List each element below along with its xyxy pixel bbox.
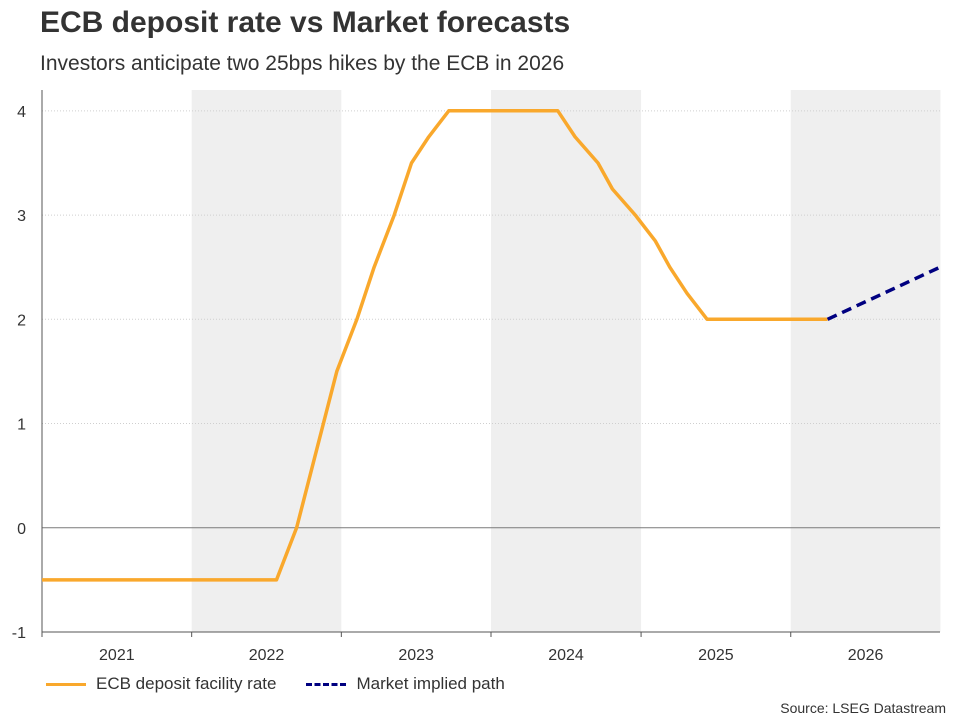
axes-group: -1 0 1 2 3 4 2021 2022 2023 2024 2025 2026: [12, 90, 940, 664]
x-tick-label: 2026: [848, 647, 884, 664]
y-tick-label: -1: [12, 625, 26, 642]
y-tick-label: 4: [17, 104, 26, 121]
y-tick-label: 0: [17, 521, 26, 538]
legend: ECB deposit facility rate Market implied…: [46, 672, 535, 696]
year-shading-group: [191, 90, 941, 632]
legend-label-market-path: Market implied path: [356, 674, 505, 693]
series-group: [42, 109, 941, 582]
y-tick-label: 3: [17, 208, 26, 225]
year-band-2026: [790, 90, 941, 632]
y-tick-label: 1: [17, 417, 26, 434]
legend-item-market-path: Market implied path: [306, 674, 505, 694]
x-tick-label: 2024: [548, 647, 584, 664]
y-tick-label: 2: [17, 312, 26, 329]
gridlines-group: [42, 110, 940, 529]
x-tick-label: 2022: [249, 647, 285, 664]
legend-label-deposit-rate: ECB deposit facility rate: [96, 674, 277, 693]
year-band-2022: [191, 90, 342, 632]
source-note: Source: LSEG Datastream: [780, 700, 946, 716]
chart-subtitle: Investors anticipate two 25bps hikes by …: [40, 52, 565, 75]
series-line-deposit-rate: [42, 109, 828, 582]
series-line-market-path: [826, 265, 941, 321]
x-tick-label: 2021: [99, 647, 135, 664]
legend-swatch-market-path: [306, 682, 347, 686]
x-tick-label: 2025: [698, 647, 734, 664]
x-tick-label: 2023: [398, 647, 434, 664]
legend-item-deposit-rate: ECB deposit facility rate: [46, 674, 276, 694]
year-band-2024: [491, 90, 642, 632]
chart-title: ECB deposit rate vs Market forecasts: [40, 6, 571, 39]
legend-swatch-deposit-rate: [46, 682, 86, 686]
